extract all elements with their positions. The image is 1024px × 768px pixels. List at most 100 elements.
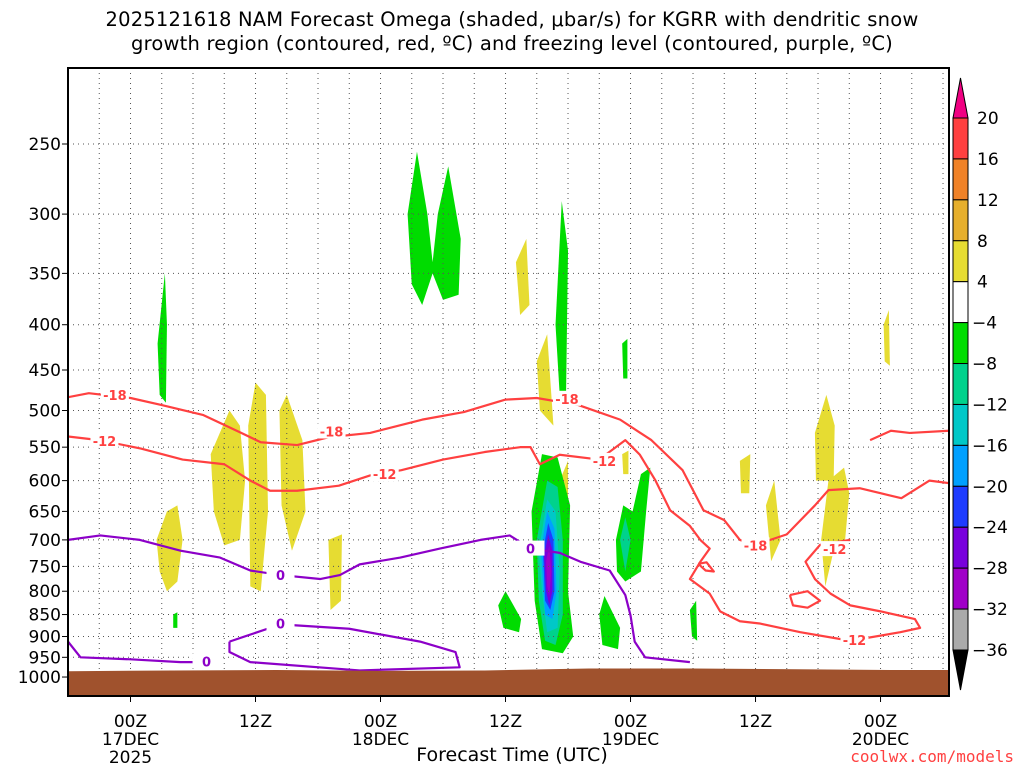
colorbar-label: −28	[972, 559, 1008, 579]
contour-label-bg	[590, 452, 619, 468]
colorbar-under-triangle	[952, 649, 969, 691]
colorbar-label: −20	[972, 477, 1008, 497]
y-tick-label: 250	[29, 135, 61, 155]
contour-label: 0	[526, 543, 535, 558]
credit-text: coolwx.com/models	[850, 747, 1014, 766]
omega-region-4..8	[739, 454, 751, 494]
contour-label: -12	[843, 634, 867, 649]
colorbar-label: −12	[972, 395, 1008, 415]
colorbar-label: −24	[972, 518, 1008, 538]
y-tick-label: 600	[29, 472, 61, 492]
colorbar-label: −8	[972, 355, 997, 375]
contour-label-bg	[741, 537, 770, 553]
colorbar-box	[952, 240, 969, 283]
omega-region--8..-4	[555, 201, 569, 403]
contour-label: 0	[276, 569, 285, 584]
omega-region-4..8	[248, 382, 269, 592]
y-tick-label: 500	[29, 402, 61, 422]
y-tick-label: 350	[29, 264, 61, 284]
omega-region--32..-28	[546, 545, 552, 597]
contour-label-bg	[90, 432, 119, 448]
colorbar-label: 20	[977, 109, 999, 129]
x-tick-label: 18DEC	[352, 730, 409, 750]
x-tick-label: 00Z	[614, 712, 647, 732]
x-tick-label: 12Z	[239, 712, 272, 732]
y-tick-label: 400	[29, 316, 61, 336]
omega-region--8..-4	[157, 273, 167, 403]
dgz-contour--18	[697, 561, 715, 573]
colorbar-label: 4	[977, 273, 988, 293]
omega-region-4..8	[814, 394, 835, 481]
omega-region--8..-4	[407, 151, 461, 305]
contour-label: -12	[823, 543, 847, 558]
dgz-contour--18	[788, 590, 822, 609]
y-tick-label: 800	[29, 582, 61, 602]
contour-label: 0	[276, 617, 285, 632]
contour-label-bg	[266, 615, 295, 631]
colorbar-over-triangle	[952, 77, 969, 119]
contour-label: -18	[103, 389, 127, 404]
y-tick-label: 450	[29, 361, 61, 381]
x-tick-label: 00Z	[864, 712, 897, 732]
y-tick-label: 300	[29, 205, 61, 225]
x-tick-label: 2025	[109, 748, 152, 768]
y-tick-label: 950	[29, 648, 61, 668]
omega-region--8..-4	[689, 600, 698, 641]
omega-region-4..8	[821, 467, 850, 587]
omega-region--8..-4	[622, 338, 628, 379]
title-line-2: growth region (contoured, red, ºC) and f…	[131, 32, 893, 55]
colorbar-label: −4	[972, 314, 997, 334]
contour-label: -12	[373, 468, 397, 483]
contour-label: -18	[744, 539, 768, 554]
omega-region--8..-4	[599, 596, 621, 650]
dgz-contour--12	[869, 429, 949, 442]
title-line-1: 2025121618 NAM Forecast Omega (shaded, μ…	[105, 8, 919, 31]
freezing-level-contour	[68, 534, 691, 664]
y-tick-label: 750	[29, 557, 61, 577]
colorbar-label: −36	[972, 641, 1008, 661]
x-tick-label: 12Z	[739, 712, 772, 732]
contour-label-bg	[840, 631, 869, 647]
omega-region--8..-4	[173, 612, 178, 628]
plot-area: -18 -18 -18 -18 -12 -12 -12 -12 -12 0 0 0 0	[68, 68, 949, 696]
colorbar-box	[952, 322, 969, 365]
y-tick-label: 700	[29, 531, 61, 551]
colorbar-box	[952, 158, 969, 201]
omega-region-4..8	[328, 534, 342, 610]
x-axis-label: Forecast Time (UTC)	[416, 744, 608, 766]
colorbar-box	[952, 444, 969, 487]
omega-region-4..8	[536, 334, 554, 426]
contour-label: -18	[320, 425, 344, 440]
colorbar-box	[952, 526, 969, 569]
omega-region--8..-4	[498, 591, 522, 633]
y-tick-label: 550	[29, 438, 61, 458]
y-tick-label: 850	[29, 606, 61, 626]
x-tick-label: 19DEC	[602, 730, 659, 750]
colorbar-label: 8	[977, 232, 988, 252]
colorbar-label: 16	[977, 150, 999, 170]
plot-frame	[67, 67, 950, 697]
freezing-level-contour	[68, 640, 215, 664]
x-tick-label: 12Z	[489, 712, 522, 732]
x-tick-label: 00Z	[114, 712, 147, 732]
freezing-level-contour	[228, 623, 461, 672]
contour-label-bg	[516, 540, 545, 556]
terrain-ground	[68, 668, 949, 696]
colorbar-box	[952, 485, 969, 528]
x-tick-label: 20DEC	[852, 730, 909, 750]
x-tick-label: 00Z	[364, 712, 397, 732]
colorbar-label: −32	[972, 600, 1008, 620]
contour-label: -18	[555, 393, 579, 408]
contour-label-bg	[100, 386, 129, 402]
colorbar-label: −16	[972, 436, 1008, 456]
contour-label-bg	[266, 567, 295, 583]
omega-region-4..8	[210, 410, 246, 546]
dgz-contour--12	[68, 435, 922, 642]
y-tick-label: 1000	[18, 668, 61, 688]
y-tick-label: 650	[29, 502, 61, 522]
omega-region-4..8	[515, 238, 530, 315]
omega-region--12..-8	[620, 517, 631, 572]
chart-title: 2025121618 NAM Forecast Omega (shaded, μ…	[0, 8, 1024, 56]
colorbar-box	[952, 403, 969, 446]
